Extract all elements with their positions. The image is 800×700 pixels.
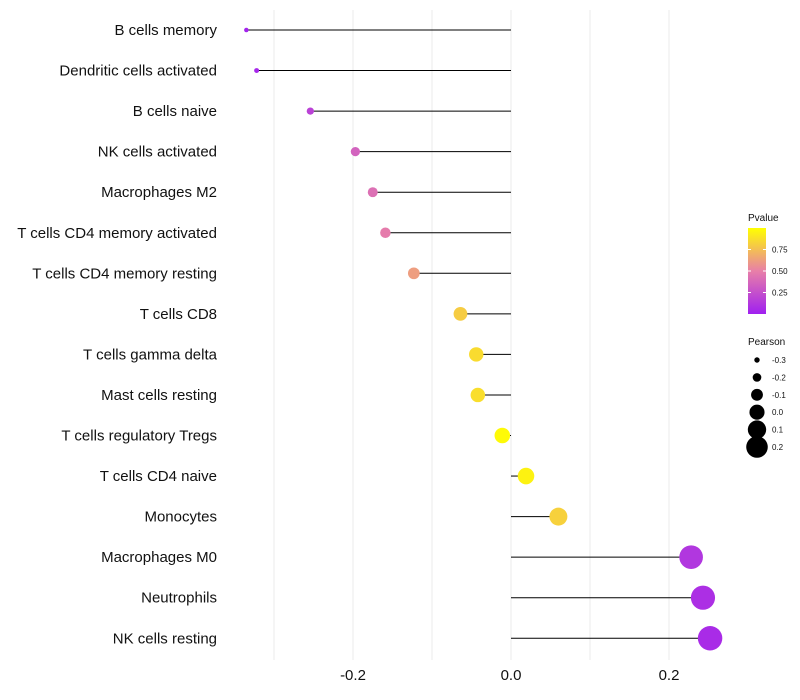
data-point xyxy=(494,427,511,444)
pearson-key-dot xyxy=(746,436,768,458)
pearson-key-dot xyxy=(749,404,765,420)
pearson-legend: Pearson -0.3 -0.2 -0.1 0.0 0.1 0.2 xyxy=(746,337,786,458)
data-point xyxy=(549,507,568,526)
pvalue-legend-ticks: 0.75 0.50 0.25 xyxy=(748,246,788,298)
pearson-key-label: 0.2 xyxy=(772,443,784,452)
category-label: T cells CD4 memory activated xyxy=(17,225,217,242)
data-point xyxy=(470,387,486,403)
data-point xyxy=(350,147,360,157)
pearson-key-label: -0.2 xyxy=(772,373,786,382)
category-label: B cells memory xyxy=(114,22,217,39)
category-label: T cells gamma delta xyxy=(83,346,218,363)
category-label: Macrophages M0 xyxy=(101,549,217,566)
category-label: NK cells activated xyxy=(98,144,217,161)
category-labels: B cells memory Dendritic cells activated B… xyxy=(17,22,217,647)
data-point xyxy=(679,545,703,569)
x-tick-label: -0.2 xyxy=(340,667,366,684)
pearson-key-label: 0.1 xyxy=(772,426,784,435)
pearson-key-label: -0.3 xyxy=(772,356,786,365)
pearson-legend-keys: -0.3 -0.2 -0.1 0.0 0.1 0.2 xyxy=(746,356,786,458)
pvalue-legend: Pvalue 0.75 0.50 0.25 xyxy=(748,213,788,314)
pearson-key-label: -0.1 xyxy=(772,391,786,400)
x-tick-label: 0.2 xyxy=(659,667,680,684)
category-label: Macrophages M2 xyxy=(101,184,217,201)
pearson-key-dot xyxy=(754,357,760,363)
data-point xyxy=(407,267,420,280)
data-point xyxy=(254,68,260,74)
pearson-key-label: 0.0 xyxy=(772,408,784,417)
data-point xyxy=(697,626,723,651)
pearson-legend-title: Pearson xyxy=(748,337,785,348)
category-label: NK cells resting xyxy=(113,630,217,647)
category-label: T cells CD4 naive xyxy=(100,468,217,485)
category-label: Monocytes xyxy=(144,509,217,526)
x-tick-labels: -0.2 0.0 0.2 xyxy=(340,667,679,684)
data-point xyxy=(306,107,314,115)
category-label: Neutrophils xyxy=(141,590,217,607)
data-point xyxy=(380,227,391,238)
point-layer xyxy=(244,27,723,651)
category-label: Mast cells resting xyxy=(101,387,217,404)
x-tick-label: 0.0 xyxy=(501,667,522,684)
data-point xyxy=(367,187,378,198)
stem-layer xyxy=(246,29,711,639)
category-label: T cells regulatory Tregs xyxy=(61,428,217,445)
pvalue-tick-label: 0.25 xyxy=(772,289,788,298)
category-label: B cells naive xyxy=(133,103,217,120)
data-point xyxy=(244,27,249,33)
pearson-key-dot xyxy=(747,420,767,439)
data-point xyxy=(517,467,535,485)
pearson-key-dot xyxy=(751,388,763,401)
category-label: Dendritic cells activated xyxy=(59,63,217,80)
pearson-key-dot xyxy=(752,373,762,382)
data-point xyxy=(453,306,468,321)
data-point xyxy=(690,585,716,610)
pvalue-colorbar xyxy=(748,228,766,314)
category-label: T cells CD8 xyxy=(140,306,217,323)
pvalue-legend-title: Pvalue xyxy=(748,213,779,224)
category-label: T cells CD4 memory resting xyxy=(32,265,217,282)
pvalue-tick-label: 0.75 xyxy=(772,246,788,255)
grid-layer xyxy=(273,10,670,660)
data-point xyxy=(469,347,484,362)
pvalue-tick-label: 0.50 xyxy=(772,267,788,276)
